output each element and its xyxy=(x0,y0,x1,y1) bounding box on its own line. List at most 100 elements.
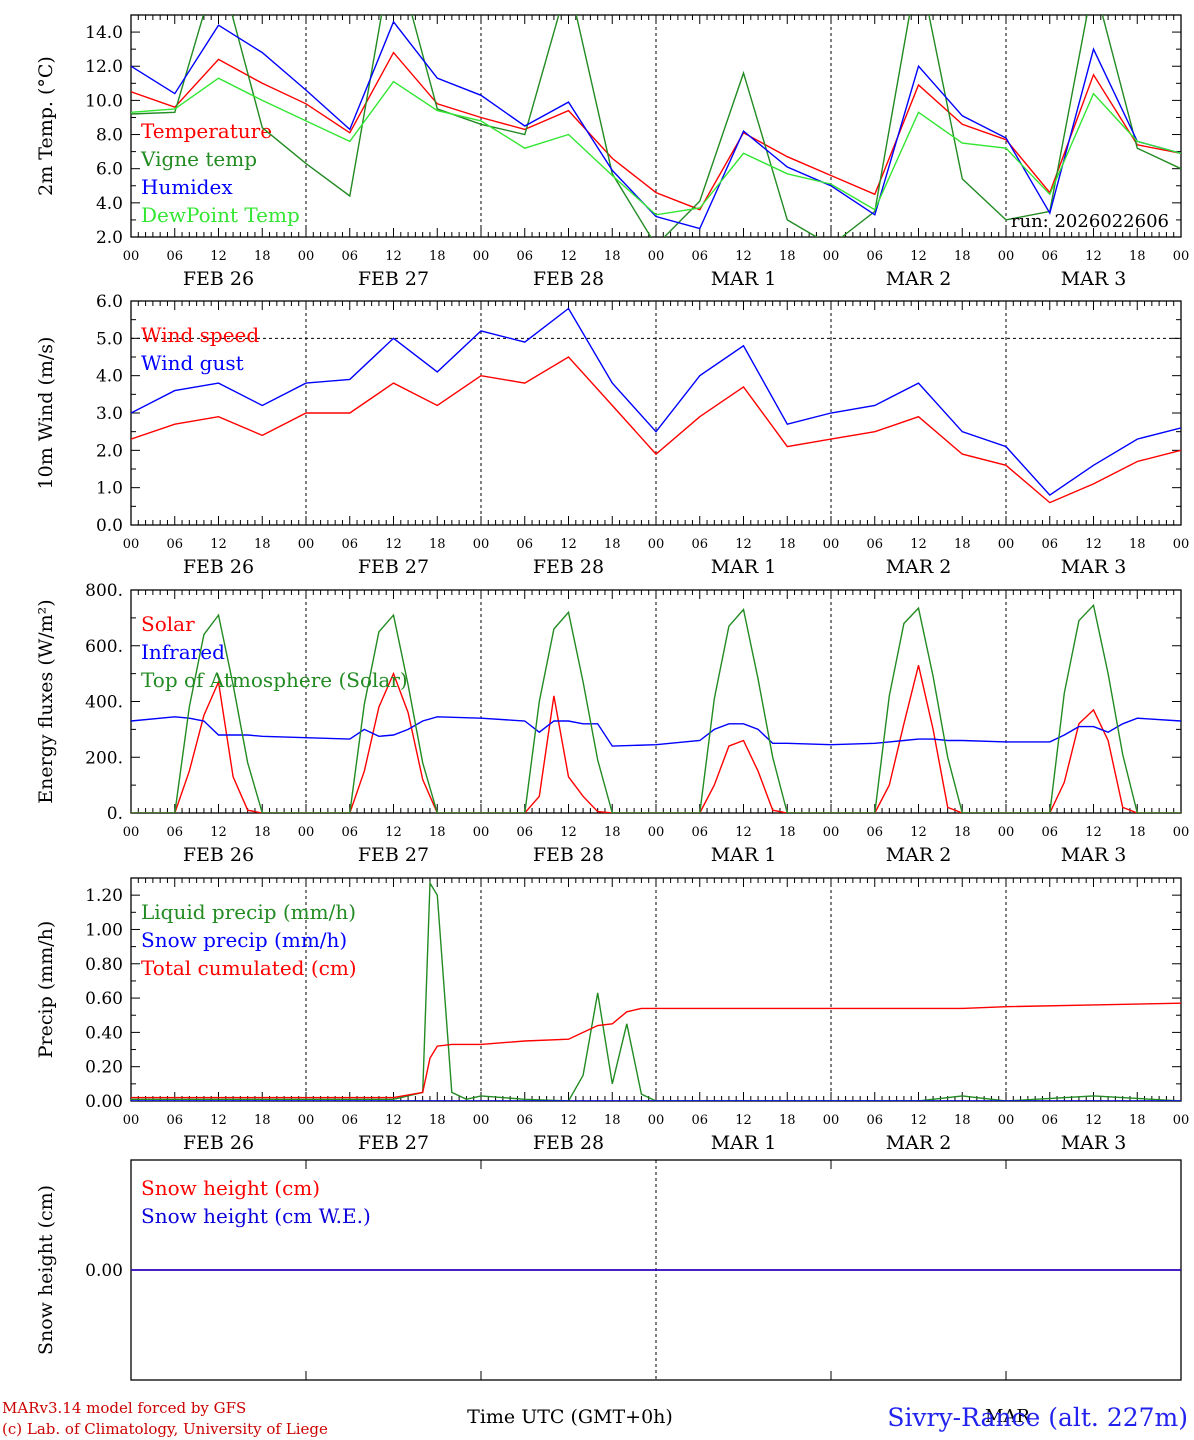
precip-xtick-label: 12 xyxy=(1085,1113,1102,1128)
precip-xtick-label: 00 xyxy=(648,1113,665,1128)
wind-xtick-label: 12 xyxy=(735,537,752,552)
precip-xtick-label: 12 xyxy=(735,1113,752,1128)
temp-ytick-label: 6.0 xyxy=(96,160,123,180)
energy-xtick-label: 06 xyxy=(166,825,183,840)
precip-xtick-label: 06 xyxy=(1041,1113,1058,1128)
precip-day-label: MAR 2 xyxy=(886,1132,952,1154)
energy-legend-entry: Infrared xyxy=(141,640,225,664)
wind-ytick-label: 3.0 xyxy=(96,404,123,424)
temp-day-label: FEB 28 xyxy=(533,268,604,290)
precip-legend-entry: Liquid precip (mm/h) xyxy=(141,900,356,924)
snow-ytick-label: 0.00 xyxy=(85,1261,123,1281)
temp-day-label: FEB 27 xyxy=(358,268,429,290)
wind-xtick-label: 18 xyxy=(254,537,271,552)
temp-ytick-label: 8.0 xyxy=(96,126,123,146)
wind-xtick-label: 00 xyxy=(298,537,315,552)
wind-xtick-label: 06 xyxy=(691,537,708,552)
precip-xtick-label: 00 xyxy=(298,1113,315,1128)
energy-day-label: MAR 1 xyxy=(711,844,777,866)
wind-day-label: FEB 27 xyxy=(358,556,429,578)
wind-frame xyxy=(130,300,1182,526)
temp-xtick-label: 12 xyxy=(560,249,577,264)
energy-xtick-label: 12 xyxy=(560,825,577,840)
temp-legend-entry: DewPoint Temp xyxy=(141,203,300,227)
precip-xtick-label: 18 xyxy=(429,1113,446,1128)
wind-ytick-label: 2.0 xyxy=(96,441,123,461)
energy-xtick-label: 00 xyxy=(998,825,1015,840)
precip-day-label: MAR 1 xyxy=(711,1132,777,1154)
footer-model: MARv3.14 model forced by GFS xyxy=(2,1399,246,1417)
wind-xtick-label: 18 xyxy=(779,537,796,552)
energy-ytick-label: 200. xyxy=(85,748,123,768)
wind-xtick-label: 06 xyxy=(1041,537,1058,552)
energy-xtick-label: 00 xyxy=(123,825,140,840)
x-axis-title: Time UTC (GMT+0h) xyxy=(467,1406,673,1428)
wind-xtick-label: 00 xyxy=(823,537,840,552)
energy-ytick-label: 0. xyxy=(107,804,123,824)
temp-xtick-label: 06 xyxy=(866,249,883,264)
precip-xtick-label: 18 xyxy=(1129,1113,1146,1128)
temp-xtick-label: 18 xyxy=(779,249,796,264)
precip-ytick-label: 0.40 xyxy=(85,1023,123,1043)
wind-series-wind-gust xyxy=(131,307,1181,497)
precip-xtick-label: 06 xyxy=(516,1113,533,1128)
wind-ylabel: 10m Wind (m/s) xyxy=(35,337,57,490)
precip-xtick-label: 00 xyxy=(998,1113,1015,1128)
precip-series-total-cumulated-cm- xyxy=(131,1002,1181,1099)
energy-day-label: MAR 3 xyxy=(1061,844,1127,866)
wind-ytick-label: 4.0 xyxy=(96,367,123,387)
precip-day-label: MAR 3 xyxy=(1061,1132,1127,1154)
energy-xtick-label: 00 xyxy=(648,825,665,840)
temp-xtick-label: 18 xyxy=(254,249,271,264)
energy-xtick-label: 06 xyxy=(691,825,708,840)
wind-xtick-label: 06 xyxy=(866,537,883,552)
precip-legend-entry: Snow precip (mm/h) xyxy=(141,928,347,952)
wind-xtick-label: 06 xyxy=(516,537,533,552)
precip-xtick-label: 18 xyxy=(604,1113,621,1128)
precip-xtick-label: 18 xyxy=(954,1113,971,1128)
energy-day-label: FEB 28 xyxy=(533,844,604,866)
energy-xtick-label: 12 xyxy=(910,825,927,840)
precip-ytick-label: 0.20 xyxy=(85,1058,123,1078)
wind-day-label: MAR 2 xyxy=(886,556,952,578)
temp-xtick-label: 06 xyxy=(691,249,708,264)
energy-day-label: FEB 26 xyxy=(183,844,254,866)
precip-xtick-label: 06 xyxy=(341,1113,358,1128)
wind-xtick-label: 06 xyxy=(341,537,358,552)
precip-xtick-label: 12 xyxy=(560,1113,577,1128)
wind-xtick-label: 12 xyxy=(210,537,227,552)
precip-xtick-label: 12 xyxy=(210,1113,227,1128)
energy-xtick-label: 18 xyxy=(779,825,796,840)
precip-xtick-label: 06 xyxy=(691,1113,708,1128)
temp-xtick-label: 12 xyxy=(735,249,752,264)
temp-xtick-label: 00 xyxy=(298,249,315,264)
energy-xtick-label: 12 xyxy=(385,825,402,840)
wind-xtick-label: 00 xyxy=(473,537,490,552)
temp-series-humidex xyxy=(131,20,1181,230)
precip-ytick-label: 0.00 xyxy=(85,1092,123,1112)
temp-xtick-label: 06 xyxy=(166,249,183,264)
wind-xtick-label: 18 xyxy=(429,537,446,552)
temp-series-vigne-temp xyxy=(131,15,1181,237)
energy-day-label: MAR 2 xyxy=(886,844,952,866)
energy-xtick-label: 06 xyxy=(516,825,533,840)
wind-legend-entry: Wind gust xyxy=(141,351,244,375)
snow-legend-entry: Snow height (cm W.E.) xyxy=(141,1204,371,1228)
wind-xtick-label: 18 xyxy=(1129,537,1146,552)
temp-xtick-label: 00 xyxy=(123,249,140,264)
energy-xtick-label: 18 xyxy=(429,825,446,840)
energy-xtick-label: 18 xyxy=(604,825,621,840)
energy-xtick-label: 12 xyxy=(210,825,227,840)
temp-series-temperature xyxy=(131,51,1181,211)
wind-day-label: MAR 1 xyxy=(711,556,777,578)
temp-xtick-label: 18 xyxy=(954,249,971,264)
precip-day-label: FEB 27 xyxy=(358,1132,429,1154)
energy-xtick-label: 00 xyxy=(473,825,490,840)
energy-ytick-label: 800. xyxy=(85,581,123,601)
temp-xtick-label: 00 xyxy=(998,249,1015,264)
wind-legend-entry: Wind speed xyxy=(141,323,259,347)
wind-series-wind-speed xyxy=(131,356,1181,504)
snow-legend-entry: Snow height (cm) xyxy=(141,1176,320,1200)
temp-xtick-label: 00 xyxy=(473,249,490,264)
wind-xtick-label: 12 xyxy=(1085,537,1102,552)
